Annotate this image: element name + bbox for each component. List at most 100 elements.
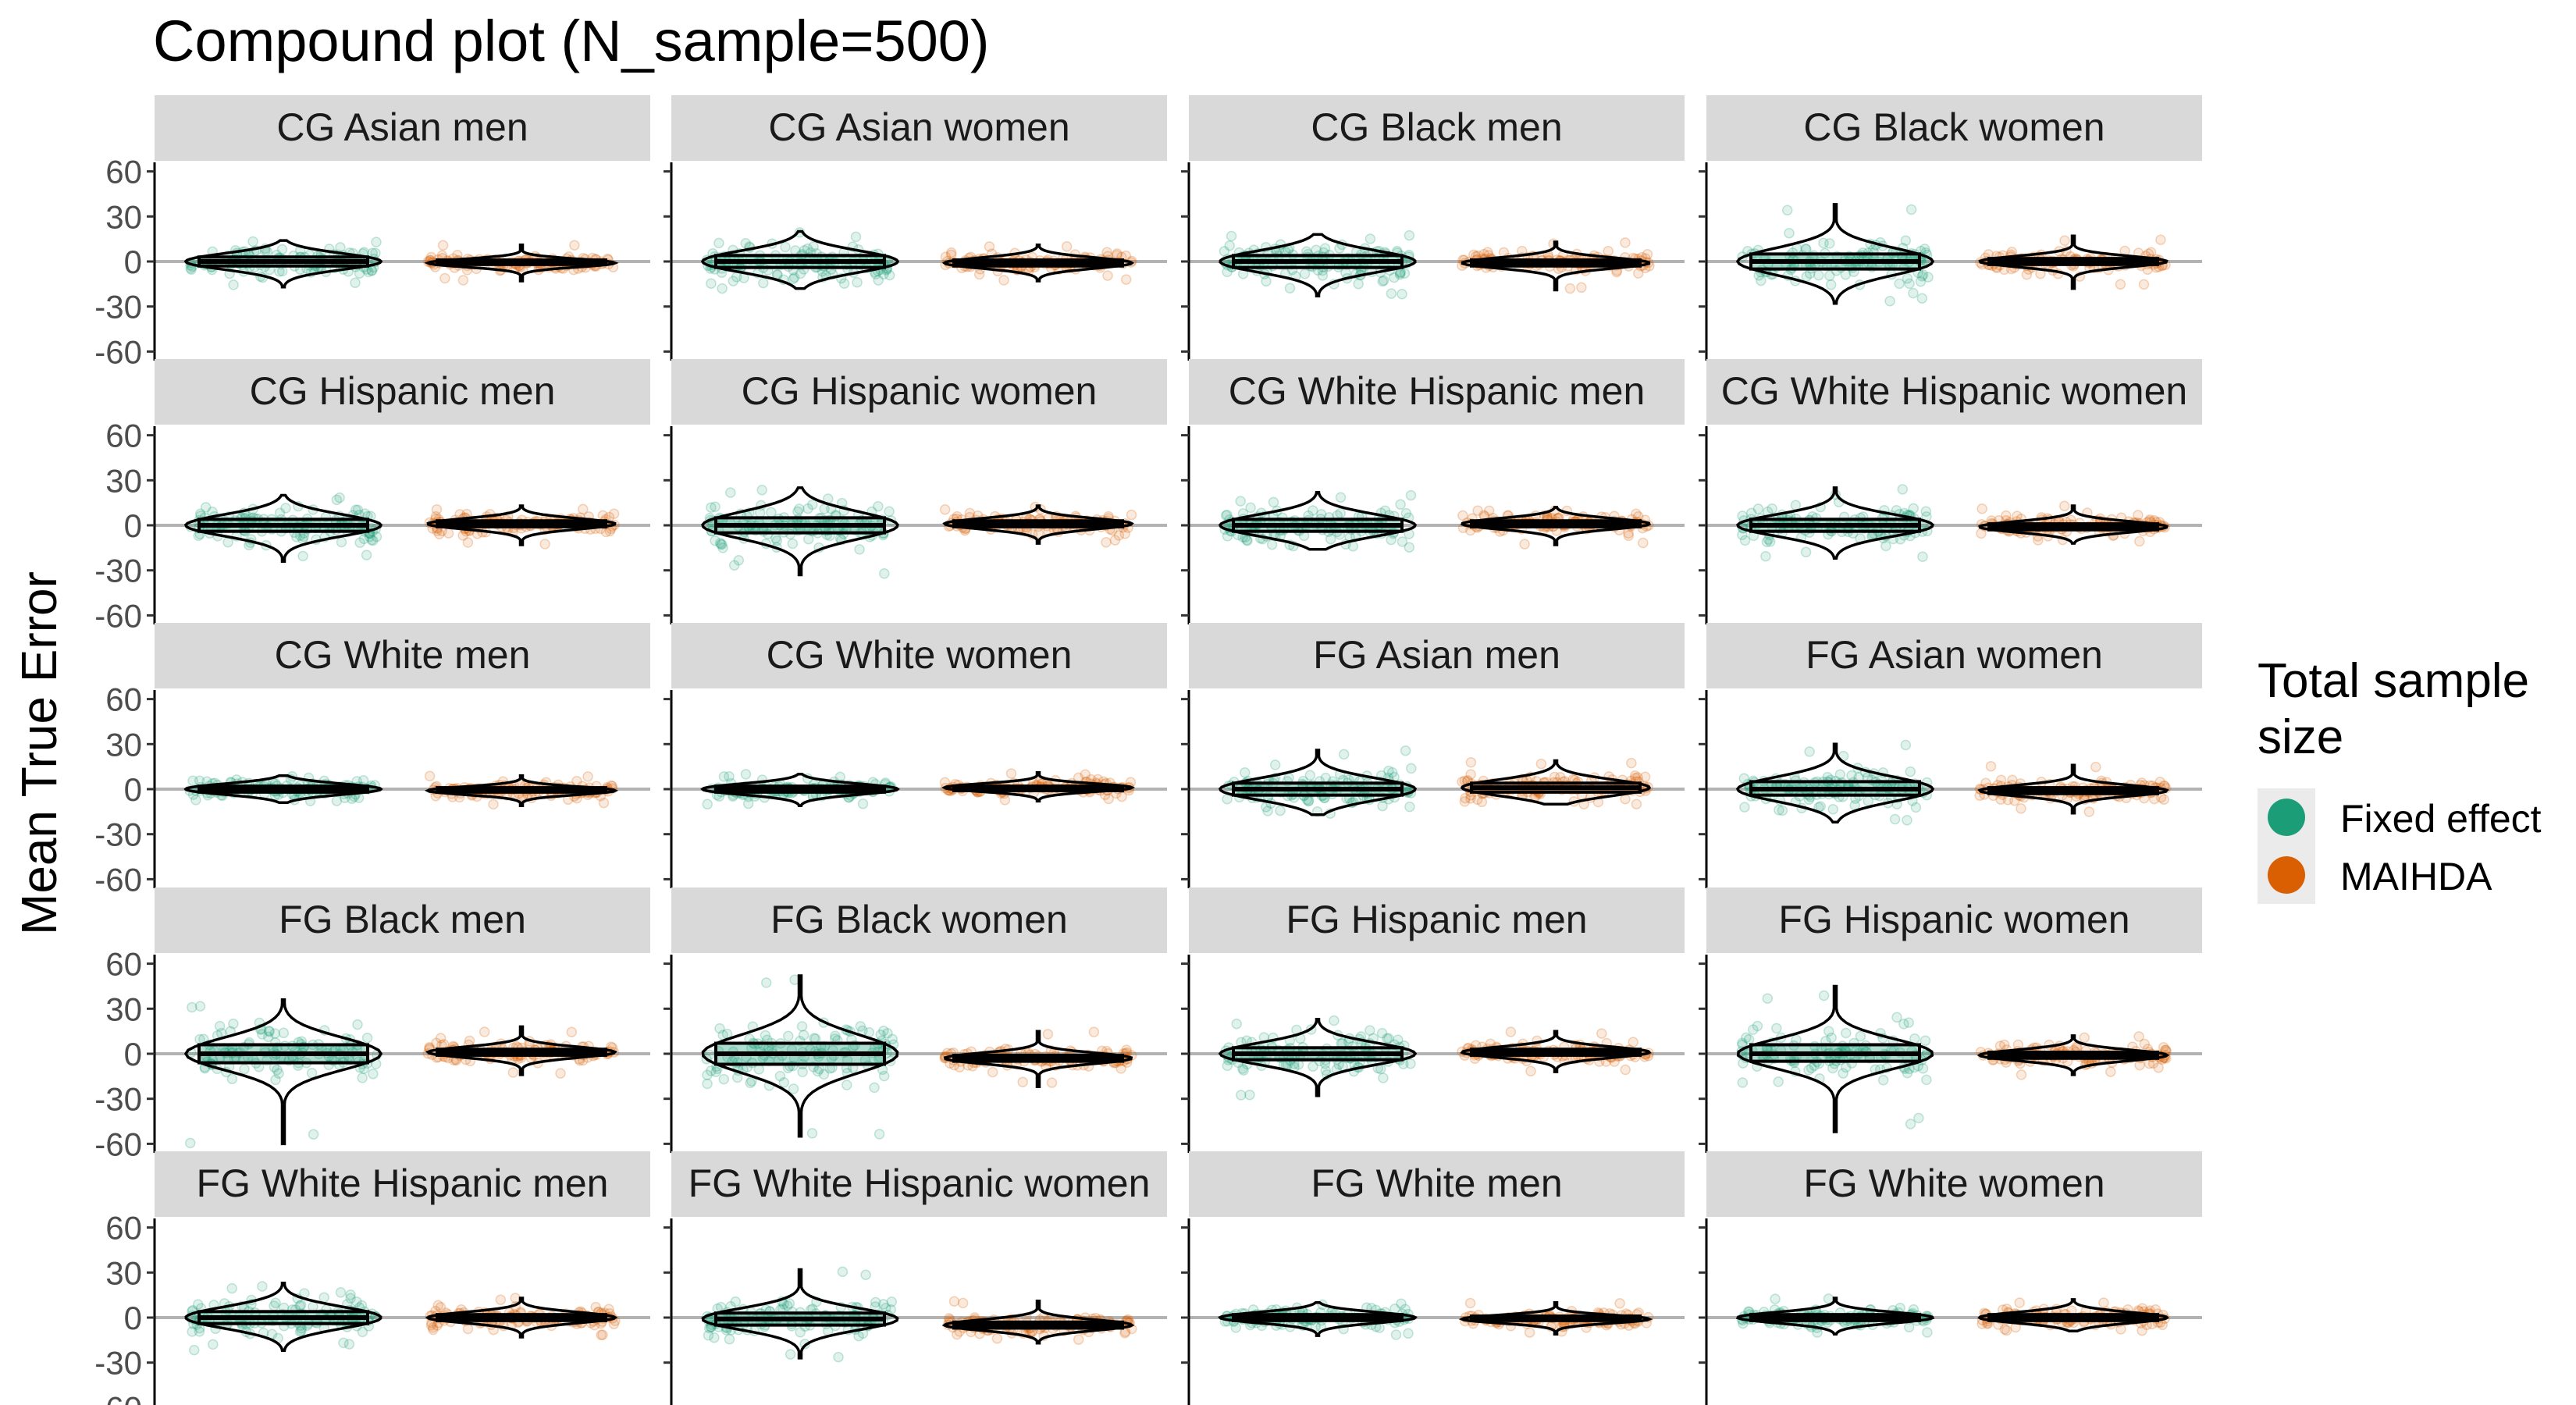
jitter-point bbox=[566, 1026, 578, 1037]
jitter-point bbox=[873, 275, 884, 286]
jitter-point bbox=[352, 1019, 363, 1030]
jitter-point bbox=[740, 237, 752, 249]
jitter-point bbox=[200, 502, 212, 513]
jitter-point bbox=[1400, 745, 1411, 756]
jitter-point bbox=[1465, 793, 1476, 804]
jitter-point bbox=[879, 568, 890, 579]
jitter-point bbox=[1465, 756, 1477, 768]
jitter-point bbox=[1633, 268, 1644, 279]
series-maihda bbox=[940, 241, 1137, 286]
jitter-point bbox=[1240, 767, 1251, 778]
series-fixed-effect bbox=[700, 769, 900, 810]
jitter-point bbox=[582, 771, 593, 782]
jitter-point bbox=[600, 526, 612, 538]
jitter-point bbox=[1226, 230, 1237, 242]
jitter-point bbox=[597, 1329, 608, 1340]
facet-cg-white-hispanic-men: CG White Hispanic men bbox=[1181, 359, 1685, 624]
jitter-point bbox=[608, 508, 620, 519]
jitter-point bbox=[802, 503, 813, 514]
jitter-point bbox=[352, 504, 364, 515]
jitter-point bbox=[1088, 1026, 1100, 1037]
jitter-point bbox=[733, 555, 745, 566]
jitter-point bbox=[366, 535, 377, 546]
jitter-point bbox=[1804, 746, 1815, 757]
jitter-point bbox=[443, 528, 454, 539]
jitter-point bbox=[1404, 801, 1415, 813]
jitter-point bbox=[798, 1030, 809, 1040]
jitter-point bbox=[984, 241, 995, 252]
jitter-point bbox=[957, 1297, 969, 1309]
facet-strip bbox=[671, 95, 1167, 161]
y-tick-label: -60 bbox=[94, 861, 142, 898]
jitter-point bbox=[991, 1333, 1003, 1344]
series-maihda bbox=[939, 501, 1137, 548]
series-maihda bbox=[425, 1293, 621, 1341]
jitter-point bbox=[306, 1068, 318, 1079]
jitter-point bbox=[857, 799, 869, 809]
jitter-point bbox=[1905, 1119, 1916, 1129]
jitter-point bbox=[2134, 1059, 2145, 1071]
jitter-point bbox=[1379, 505, 1391, 517]
jitter-point bbox=[1457, 510, 1468, 521]
jitter-point bbox=[702, 799, 713, 810]
facet-strip bbox=[155, 95, 650, 161]
facet-label: FG White Hispanic women bbox=[688, 1161, 1151, 1205]
jitter-point bbox=[192, 1299, 204, 1310]
jitter-point bbox=[987, 1066, 998, 1078]
y-tick-label: -60 bbox=[94, 1126, 142, 1162]
jitter-point bbox=[1626, 757, 1637, 769]
jitter-point bbox=[1576, 282, 1587, 293]
y-tick-label: -30 bbox=[94, 1345, 142, 1382]
jitter-point bbox=[1244, 1089, 1255, 1101]
jitter-point bbox=[788, 273, 799, 285]
jitter-point bbox=[854, 544, 865, 555]
jitter-point bbox=[435, 1033, 447, 1044]
jitter-point bbox=[1237, 1063, 1248, 1074]
jitter-point bbox=[1790, 500, 1802, 511]
jitter-point bbox=[1863, 795, 1874, 807]
jitter-point bbox=[2058, 500, 2070, 512]
jitter-point bbox=[1916, 271, 1928, 282]
jitter-point bbox=[1642, 249, 1653, 260]
series-maihda bbox=[939, 1026, 1137, 1089]
jitter-point bbox=[1827, 803, 1838, 815]
jitter-point bbox=[2105, 1066, 2116, 1077]
jitter-point bbox=[717, 283, 728, 294]
jitter-point bbox=[434, 528, 445, 539]
jitter-point bbox=[1394, 269, 1406, 280]
jitter-point bbox=[278, 1027, 290, 1039]
jitter-point bbox=[1406, 763, 1417, 774]
jitter-point bbox=[334, 492, 345, 503]
jitter-point bbox=[1017, 1076, 1028, 1087]
jitter-point bbox=[948, 1296, 960, 1307]
jitter-point bbox=[1235, 496, 1246, 507]
jitter-point bbox=[2016, 1069, 2027, 1080]
jitter-point bbox=[274, 507, 286, 518]
y-tick-label: -30 bbox=[94, 816, 142, 853]
jitter-point bbox=[479, 1026, 490, 1037]
jitter-point bbox=[495, 1294, 507, 1305]
facet-cg-black-women: CG Black women bbox=[1699, 95, 2202, 361]
y-tick-label: -60 bbox=[94, 333, 142, 370]
jitter-point bbox=[873, 1129, 885, 1140]
jitter-point bbox=[1921, 1074, 1932, 1086]
facet-label: CG Hispanic women bbox=[742, 369, 1098, 413]
jitter-point bbox=[1801, 271, 1813, 282]
jitter-point bbox=[371, 531, 382, 542]
y-tick-label: 30 bbox=[105, 462, 142, 499]
jitter-point bbox=[794, 503, 805, 514]
jitter-point bbox=[1353, 278, 1364, 290]
jitter-point bbox=[1304, 770, 1316, 781]
jitter-point bbox=[338, 1337, 349, 1349]
jitter-point bbox=[1998, 1039, 2010, 1051]
jitter-point bbox=[1224, 240, 1235, 251]
facet-fg-hispanic-men: FG Hispanic men bbox=[1181, 887, 1685, 1153]
jitter-point bbox=[1042, 1029, 1054, 1040]
jitter-point bbox=[1913, 1112, 1924, 1124]
jitter-point bbox=[297, 550, 308, 562]
